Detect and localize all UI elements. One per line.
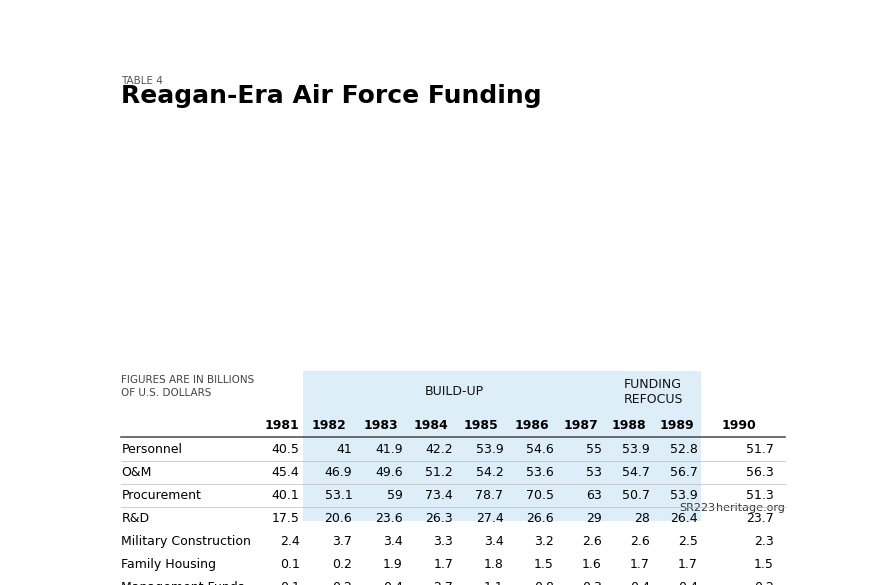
Text: 40.5: 40.5 bbox=[271, 442, 300, 456]
Text: 3.4: 3.4 bbox=[383, 535, 403, 548]
Text: 49.6: 49.6 bbox=[375, 466, 403, 479]
Text: 26.4: 26.4 bbox=[670, 512, 698, 525]
Text: 55: 55 bbox=[586, 442, 602, 456]
Text: 0.1: 0.1 bbox=[279, 581, 300, 585]
Text: 1.8: 1.8 bbox=[484, 558, 503, 571]
Text: 51.7: 51.7 bbox=[746, 442, 774, 456]
Text: 23.7: 23.7 bbox=[746, 512, 774, 525]
Text: 2.6: 2.6 bbox=[582, 535, 602, 548]
Text: 20.6: 20.6 bbox=[324, 512, 353, 525]
Text: 41: 41 bbox=[337, 442, 353, 456]
Text: 1.7: 1.7 bbox=[630, 558, 650, 571]
Text: 1.6: 1.6 bbox=[582, 558, 602, 571]
Text: 0.4: 0.4 bbox=[678, 581, 698, 585]
Text: 3.7: 3.7 bbox=[332, 535, 353, 548]
Text: 1.7: 1.7 bbox=[433, 558, 453, 571]
Text: 0.1: 0.1 bbox=[279, 558, 300, 571]
Text: Military Construction: Military Construction bbox=[121, 535, 251, 548]
Text: 0.2: 0.2 bbox=[754, 581, 774, 585]
Text: 78.7: 78.7 bbox=[476, 488, 503, 502]
Text: R&D: R&D bbox=[121, 512, 149, 525]
Text: 0.8: 0.8 bbox=[534, 581, 553, 585]
Text: 54.2: 54.2 bbox=[476, 466, 503, 479]
Bar bbox=[605, 370, 701, 585]
Text: 53: 53 bbox=[586, 466, 602, 479]
Text: Personnel: Personnel bbox=[121, 442, 182, 456]
Text: 0.4: 0.4 bbox=[630, 581, 650, 585]
Text: 2.4: 2.4 bbox=[280, 535, 300, 548]
Text: 1981: 1981 bbox=[265, 419, 300, 432]
Text: 46.9: 46.9 bbox=[324, 466, 353, 479]
Text: 1.1: 1.1 bbox=[484, 581, 503, 585]
Text: 0.2: 0.2 bbox=[332, 581, 353, 585]
Text: 1990: 1990 bbox=[721, 419, 757, 432]
Text: 1989: 1989 bbox=[659, 419, 694, 432]
Text: 3.4: 3.4 bbox=[484, 535, 503, 548]
Text: 1987: 1987 bbox=[564, 419, 598, 432]
Text: 53.1: 53.1 bbox=[324, 488, 353, 502]
Text: 0.4: 0.4 bbox=[383, 581, 403, 585]
Text: 54.7: 54.7 bbox=[622, 466, 650, 479]
Text: 26.3: 26.3 bbox=[425, 512, 453, 525]
Text: 53.6: 53.6 bbox=[526, 466, 553, 479]
Text: 2.7: 2.7 bbox=[433, 581, 453, 585]
Text: 29: 29 bbox=[586, 512, 602, 525]
Text: TABLE 4: TABLE 4 bbox=[121, 75, 164, 85]
Text: Reagan-Era Air Force Funding: Reagan-Era Air Force Funding bbox=[121, 84, 542, 108]
Text: 42.2: 42.2 bbox=[425, 442, 453, 456]
Text: FIGURES ARE IN BILLIONS
OF U.S. DOLLARS: FIGURES ARE IN BILLIONS OF U.S. DOLLARS bbox=[121, 375, 255, 398]
Text: 1.5: 1.5 bbox=[754, 558, 774, 571]
Text: 73.4: 73.4 bbox=[425, 488, 453, 502]
Text: 1986: 1986 bbox=[514, 419, 549, 432]
Text: 28: 28 bbox=[634, 512, 650, 525]
Text: 1984: 1984 bbox=[414, 419, 448, 432]
Text: 1.7: 1.7 bbox=[678, 558, 698, 571]
Text: BUILD-UP: BUILD-UP bbox=[424, 385, 484, 398]
Text: 3.2: 3.2 bbox=[534, 535, 553, 548]
Text: 40.1: 40.1 bbox=[272, 488, 300, 502]
Text: 56.3: 56.3 bbox=[746, 466, 774, 479]
Text: 50.7: 50.7 bbox=[622, 488, 650, 502]
Text: 1.5: 1.5 bbox=[534, 558, 553, 571]
Text: 0.2: 0.2 bbox=[332, 558, 353, 571]
Text: 26.6: 26.6 bbox=[526, 512, 553, 525]
Text: 70.5: 70.5 bbox=[526, 488, 553, 502]
Text: 1983: 1983 bbox=[363, 419, 398, 432]
Text: 51.3: 51.3 bbox=[746, 488, 774, 502]
Text: 0.3: 0.3 bbox=[582, 581, 602, 585]
Text: 1.9: 1.9 bbox=[383, 558, 403, 571]
Text: Family Housing: Family Housing bbox=[121, 558, 217, 571]
Text: 41.9: 41.9 bbox=[375, 442, 403, 456]
Text: 23.6: 23.6 bbox=[375, 512, 403, 525]
Text: 54.6: 54.6 bbox=[526, 442, 553, 456]
Text: 1988: 1988 bbox=[612, 419, 646, 432]
Text: 59: 59 bbox=[387, 488, 403, 502]
Text: 63: 63 bbox=[586, 488, 602, 502]
Text: 27.4: 27.4 bbox=[476, 512, 503, 525]
Text: 2.5: 2.5 bbox=[678, 535, 698, 548]
Text: 45.4: 45.4 bbox=[272, 466, 300, 479]
Text: FUNDING
REFOCUS: FUNDING REFOCUS bbox=[623, 378, 682, 405]
Text: 53.9: 53.9 bbox=[622, 442, 650, 456]
Text: 2.3: 2.3 bbox=[754, 535, 774, 548]
Text: 1982: 1982 bbox=[312, 419, 347, 432]
Text: 3.3: 3.3 bbox=[433, 535, 453, 548]
Text: 2.6: 2.6 bbox=[630, 535, 650, 548]
Text: Procurement: Procurement bbox=[121, 488, 202, 502]
Text: 53.9: 53.9 bbox=[476, 442, 503, 456]
Text: Management Funds: Management Funds bbox=[121, 581, 245, 585]
Text: O&M: O&M bbox=[121, 466, 152, 479]
Text: 52.8: 52.8 bbox=[670, 442, 698, 456]
Text: 56.7: 56.7 bbox=[670, 466, 698, 479]
Text: SR223: SR223 bbox=[679, 503, 715, 513]
Text: 51.2: 51.2 bbox=[425, 466, 453, 479]
Text: 17.5: 17.5 bbox=[271, 512, 300, 525]
Text: 1985: 1985 bbox=[464, 419, 499, 432]
Bar bbox=[302, 370, 605, 585]
Text: heritage.org: heritage.org bbox=[716, 503, 785, 513]
Text: 53.9: 53.9 bbox=[670, 488, 698, 502]
